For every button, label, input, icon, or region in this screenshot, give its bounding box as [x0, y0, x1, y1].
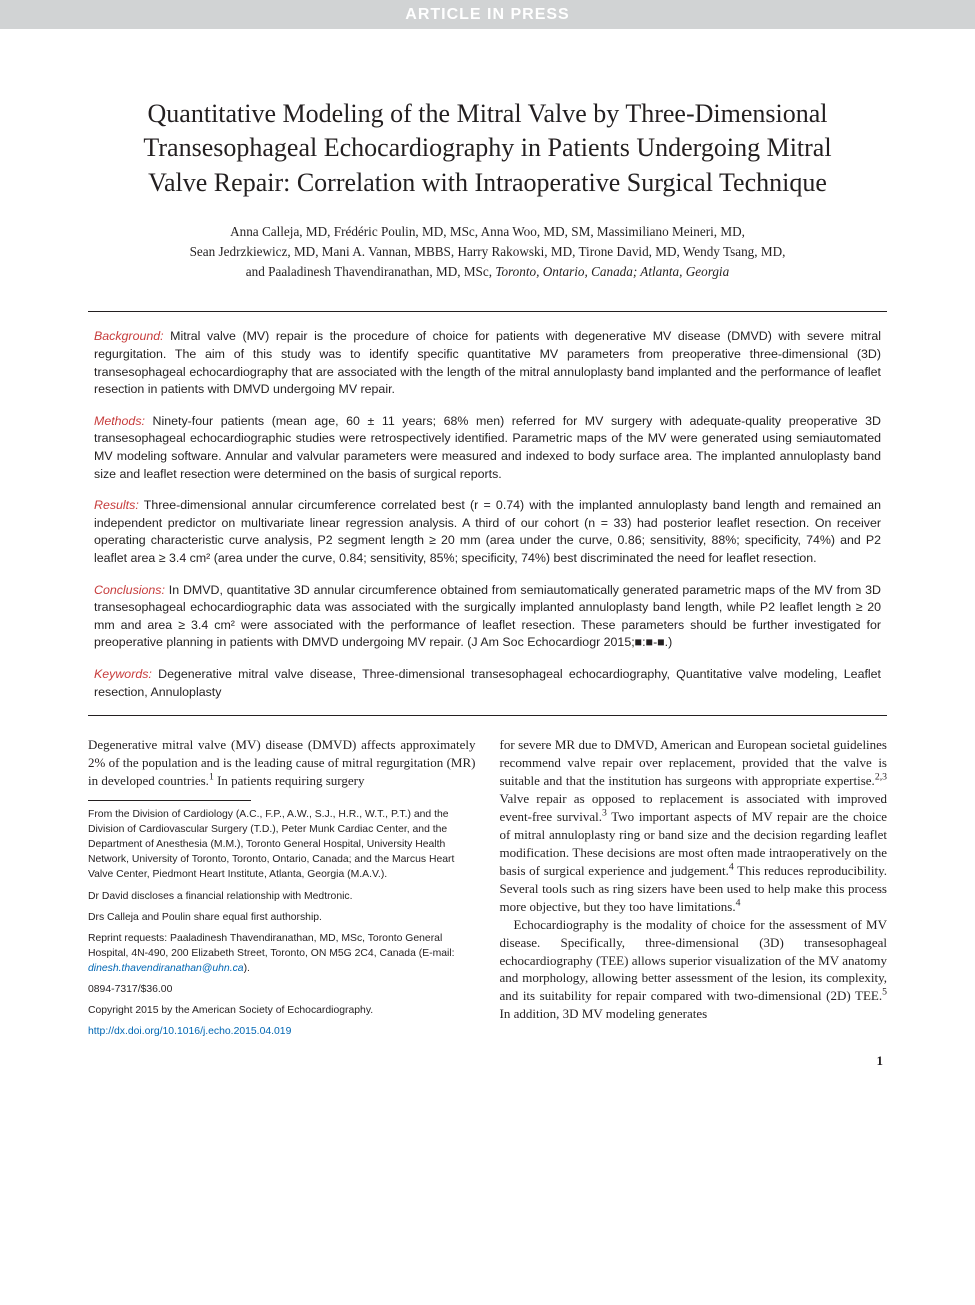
copyright-footnote: Copyright 2015 by the American Society o…: [88, 1003, 476, 1018]
abstract-results: Results: Three-dimensional annular circu…: [94, 497, 881, 567]
reprint-text-a: Reprint requests: Paaladinesh Thavendira…: [88, 933, 455, 959]
page-number: 1: [88, 1053, 887, 1069]
background-text: Mitral valve (MV) repair is the procedur…: [94, 329, 881, 396]
issn-footnote: 0894-7317/$36.00: [88, 982, 476, 997]
affiliation-footnote: From the Division of Cardiology (A.C., F…: [88, 807, 476, 882]
right-p2-b: In addition, 3D MV modeling generates: [500, 1006, 708, 1021]
keywords-label: Keywords:: [94, 667, 152, 681]
results-text: Three-dimensional annular circumference …: [94, 498, 881, 565]
citation-4b: 4: [736, 897, 741, 908]
intro-paragraph-right-1: for severe MR due to DMVD, American and …: [500, 736, 888, 915]
authors-line-3-prefix: and Paaladinesh Thavendiranathan, MD, MS…: [246, 264, 496, 279]
abstract-keywords: Keywords: Degenerative mitral valve dise…: [94, 666, 881, 701]
authors-line-2: Sean Jedrzkiewicz, MD, Mani A. Vannan, M…: [190, 244, 786, 259]
body-columns: Degenerative mitral valve (MV) disease (…: [88, 736, 887, 1045]
results-label: Results:: [94, 498, 139, 512]
abstract-box: Background: Mitral valve (MV) repair is …: [88, 311, 887, 716]
background-label: Background:: [94, 329, 164, 343]
disclosure-footnote: Dr David discloses a financial relations…: [88, 889, 476, 904]
intro-paragraph-left: Degenerative mitral valve (MV) disease (…: [88, 736, 476, 790]
page-content: Quantitative Modeling of the Mitral Valv…: [0, 29, 975, 1099]
article-in-press-banner: ARTICLE IN PRESS: [0, 0, 975, 29]
conclusions-label: Conclusions:: [94, 583, 165, 597]
reprint-email-link[interactable]: dinesh.thavendiranathan@uhn.ca: [88, 963, 244, 974]
doi-footnote: http://dx.doi.org/10.1016/j.echo.2015.04…: [88, 1024, 476, 1039]
intro-text-b: In patients requiring surgery: [214, 773, 365, 788]
methods-label: Methods:: [94, 414, 145, 428]
conclusions-text: In DMVD, quantitative 3D annular circumf…: [94, 583, 881, 650]
abstract-conclusions: Conclusions: In DMVD, quantitative 3D an…: [94, 582, 881, 652]
left-column: Degenerative mitral valve (MV) disease (…: [88, 736, 476, 1045]
authors-affiliation-cities: Toronto, Ontario, Canada; Atlanta, Georg…: [495, 264, 729, 279]
right-text-a: for severe MR due to DMVD, American and …: [500, 737, 888, 788]
methods-text: Ninety-four patients (mean age, 60 ± 11 …: [94, 414, 881, 481]
keywords-text: Degenerative mitral valve disease, Three…: [94, 667, 881, 699]
right-p2-a: Echocardiography is the modality of choi…: [500, 917, 888, 1004]
abstract-background: Background: Mitral valve (MV) repair is …: [94, 328, 881, 398]
article-title: Quantitative Modeling of the Mitral Valv…: [128, 97, 847, 200]
author-list: Anna Calleja, MD, Frédéric Poulin, MD, M…: [108, 222, 867, 281]
banner-text: ARTICLE IN PRESS: [405, 6, 569, 23]
right-column: for severe MR due to DMVD, American and …: [500, 736, 888, 1045]
abstract-methods: Methods: Ninety-four patients (mean age,…: [94, 413, 881, 483]
intro-paragraph-right-2: Echocardiography is the modality of choi…: [500, 916, 888, 1024]
reprint-footnote: Reprint requests: Paaladinesh Thavendira…: [88, 931, 476, 976]
authors-line-1: Anna Calleja, MD, Frédéric Poulin, MD, M…: [230, 224, 745, 239]
footnote-rule: [88, 800, 251, 801]
equal-authorship-footnote: Drs Calleja and Poulin share equal first…: [88, 910, 476, 925]
footnotes-block: From the Division of Cardiology (A.C., F…: [88, 807, 476, 1039]
doi-link[interactable]: http://dx.doi.org/10.1016/j.echo.2015.04…: [88, 1026, 291, 1037]
citation-5: 5: [882, 987, 887, 998]
citation-2-3: 2,3: [875, 772, 887, 783]
reprint-text-b: ).: [244, 963, 250, 974]
